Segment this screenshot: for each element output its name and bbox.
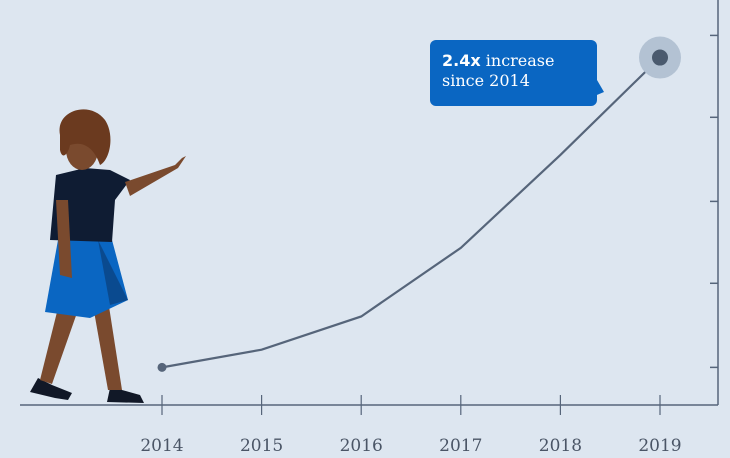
x-tick-label: 2015 [240, 436, 283, 456]
x-tick-label: 2017 [439, 436, 482, 456]
callout: 2.4x increase since 2014 [430, 40, 597, 106]
point [157, 362, 167, 372]
x-tick-label: 2019 [638, 436, 681, 456]
callout-text: increase since 2014 [442, 51, 555, 90]
x-tick-label: 2018 [539, 436, 582, 456]
person-illustration [30, 109, 186, 403]
point [652, 49, 668, 66]
x-tick-label: 2016 [340, 436, 383, 456]
line [161, 56, 661, 369]
callout-emphasis: 2.4x [442, 51, 481, 70]
x-tick-label: 2014 [140, 436, 183, 456]
